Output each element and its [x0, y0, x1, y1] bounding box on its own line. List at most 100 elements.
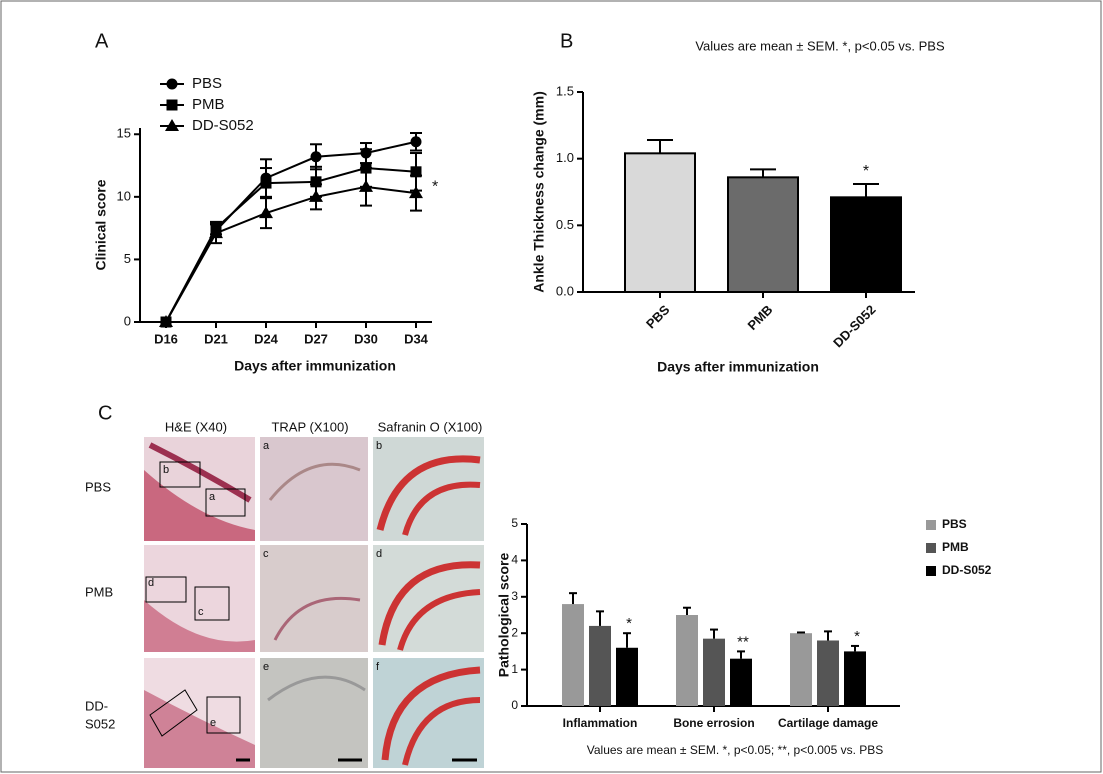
tissue: [267, 675, 366, 702]
inset-box: [205, 488, 246, 517]
x-tick-label: D21: [204, 331, 228, 346]
tissue: [268, 462, 361, 501]
panel-letter: C: [98, 402, 112, 424]
legend-label: PMB: [192, 96, 225, 113]
legend-label: PBS: [192, 75, 222, 92]
series-line: [165, 185, 417, 323]
column-header: H&E (X40): [165, 419, 227, 434]
panel-letter: A: [95, 30, 109, 52]
marker: [410, 166, 422, 178]
trap-image: [260, 437, 368, 541]
legend-marker: [165, 119, 179, 131]
y-tick-label: 0.0: [556, 283, 574, 298]
significance: **: [737, 633, 749, 650]
tissue: [402, 697, 481, 766]
bar: [624, 152, 696, 293]
legend-swatch: [926, 566, 936, 576]
tissue: [381, 666, 481, 761]
x-tick-label: D30: [354, 331, 378, 346]
inset-label: b: [163, 464, 169, 476]
inset-box: [194, 586, 230, 621]
marker: [310, 176, 322, 188]
marker: [159, 315, 173, 327]
bar: [844, 651, 866, 706]
y-tick-label: 3: [511, 589, 518, 603]
marker: [359, 179, 373, 192]
bar: [727, 176, 799, 293]
histology: C H&E (X40) TRAP (X100) Safranin O (X100…: [85, 402, 484, 768]
y-tick-label: 5: [511, 516, 518, 530]
y-tick-label: 1.0: [556, 150, 574, 165]
bar: [703, 638, 725, 706]
bar: [616, 647, 638, 706]
y-tick-label: 4: [511, 553, 518, 567]
significance: *: [626, 615, 632, 632]
inset-label: c: [263, 548, 269, 560]
significance: *: [854, 628, 860, 645]
significance: *: [863, 163, 869, 180]
significance: *: [432, 178, 438, 195]
y-tick-label: 1: [511, 662, 518, 676]
legend-label: PMB: [942, 540, 969, 554]
row-label: S052: [85, 716, 115, 731]
tissue: [273, 596, 361, 641]
bar: [562, 604, 584, 706]
x-tick-label: DD-S052: [830, 302, 878, 350]
inset-box: [149, 689, 198, 737]
y-tick-label: 5: [124, 251, 131, 266]
row-label: PBS: [85, 479, 111, 494]
inset-box: [206, 696, 241, 734]
inset-label: d: [148, 577, 154, 589]
legend-label: DD-S052: [942, 563, 992, 577]
x-tick-label: Cartilage damage: [778, 716, 878, 730]
inset-label: b: [376, 440, 382, 452]
column-header: Safranin O (X100): [378, 419, 483, 434]
marker: [409, 186, 423, 199]
x-tick-label: Inflammation: [563, 716, 638, 730]
y-tick-label: 0.5: [556, 217, 574, 232]
tissue: [397, 589, 481, 651]
column-header: TRAP (X100): [271, 419, 348, 434]
inset-box: [159, 461, 201, 488]
x-tick-label: PBS: [643, 302, 673, 332]
bar: [730, 658, 752, 706]
bar: [676, 615, 698, 706]
marker: [410, 136, 422, 148]
tissue: [144, 690, 255, 768]
tissue: [144, 600, 255, 652]
legend-marker: [166, 78, 178, 90]
x-tick-label: D24: [254, 331, 279, 346]
marker: [259, 206, 273, 219]
tissue: [376, 455, 481, 531]
y-tick-label: 0: [124, 313, 131, 328]
row-label: PMB: [85, 584, 113, 599]
y-axis-label: Clinical score: [93, 179, 109, 270]
y-axis-label: Pathological score: [496, 553, 512, 678]
tissue: [378, 561, 481, 646]
footnote: Values are mean ± SEM. *, p<0.05; **, p<…: [587, 743, 884, 757]
y-tick-label: 0: [511, 698, 518, 712]
series-line: [165, 167, 417, 323]
safranin-image: [373, 545, 484, 652]
x-tick-label: PMB: [745, 302, 776, 333]
legend-label: DD-S052: [192, 117, 254, 134]
inset-label: f: [376, 661, 380, 673]
inset-label: a: [209, 491, 216, 503]
chart-title: Values are mean ± SEM. *, p<0.05 vs. PBS: [695, 38, 945, 53]
legend-swatch: [926, 543, 936, 553]
x-tick-label: D16: [154, 331, 178, 346]
inset-label: e: [263, 661, 269, 673]
inset-label: c: [198, 606, 204, 618]
legend-label: PBS: [942, 517, 967, 531]
bar: [790, 633, 812, 706]
y-tick-label: 15: [117, 126, 131, 141]
legend-swatch: [926, 520, 936, 530]
y-tick-label: 2: [511, 625, 518, 639]
marker: [260, 177, 272, 189]
bar: [817, 640, 839, 706]
y-tick-label: 10: [117, 188, 131, 203]
marker: [309, 189, 323, 202]
y-axis-label: Ankle Thickness change (mm): [531, 91, 547, 293]
